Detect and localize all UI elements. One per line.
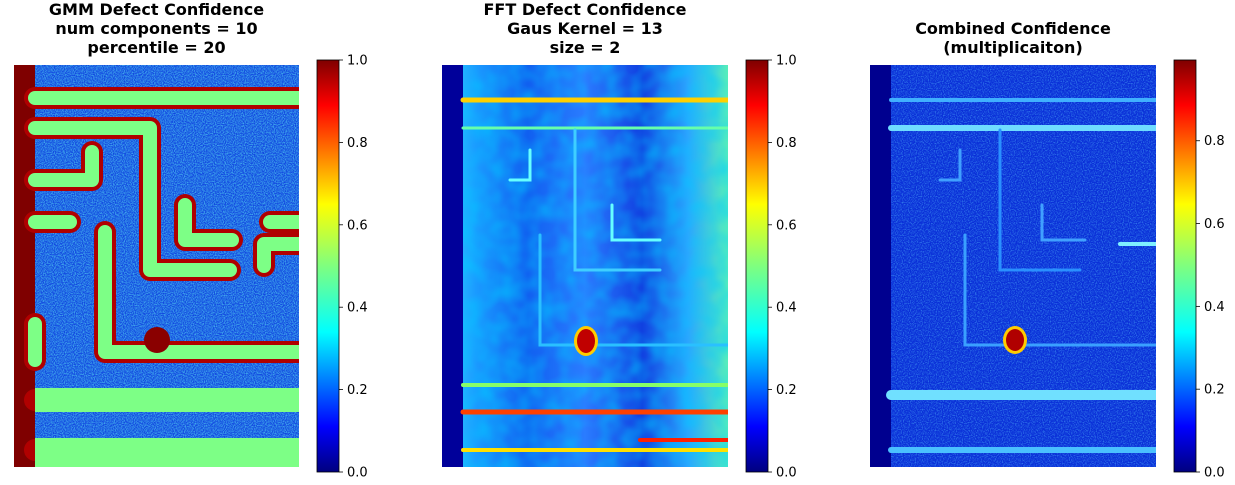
combined-title-line-2: (multiplicaiton) bbox=[943, 38, 1083, 57]
colorbar-tick-label: 0.0 bbox=[347, 466, 368, 481]
fft-noise bbox=[442, 65, 728, 467]
combined-title: Combined Confidence (multiplicaiton) bbox=[870, 19, 1156, 57]
fft-title-line-3: size = 2 bbox=[549, 38, 621, 57]
combined-title-line-1: Combined Confidence bbox=[915, 19, 1111, 38]
fft-colorbar: 0.0 0.2 0.4 0.6 0.8 1.0 bbox=[745, 54, 797, 481]
gmm-title: GMM Defect Confidence num components = 1… bbox=[14, 0, 299, 57]
colorbar-tick-label: 0.8 bbox=[776, 136, 797, 151]
colorbar-tick-label: 0.6 bbox=[776, 218, 797, 233]
fft-title-line-2: Gaus Kernel = 13 bbox=[507, 19, 663, 38]
gmm-defect bbox=[144, 327, 170, 353]
gmm-title-line-2: num components = 10 bbox=[55, 19, 258, 38]
colorbar-tick-label: 0.0 bbox=[776, 466, 797, 481]
colorbar-tick-label: 0.8 bbox=[1204, 134, 1225, 149]
colorbar-tick-label: 0.2 bbox=[347, 383, 368, 398]
colorbar-tick-label: 0.2 bbox=[1204, 383, 1225, 398]
colorbar-tick-label: 0.4 bbox=[1204, 300, 1225, 315]
colorbar-tick-label: 0.6 bbox=[1204, 217, 1225, 232]
colorbar-tick-label: 0.4 bbox=[776, 301, 797, 316]
combined-left-band bbox=[870, 65, 891, 467]
colorbar-tick-label: 1.0 bbox=[347, 54, 368, 69]
colorbar-tick-label: 0.4 bbox=[347, 301, 368, 316]
gmm-title-line-1: GMM Defect Confidence bbox=[48, 0, 265, 19]
gmm-colorbar: 0.0 0.2 0.4 0.6 0.8 1.0 bbox=[316, 54, 368, 481]
colorbar-tick-label: 0.2 bbox=[776, 383, 797, 398]
colorbar-tick-label: 1.0 bbox=[776, 54, 797, 69]
fft-traces bbox=[460, 97, 728, 452]
gmm-traces bbox=[24, 87, 299, 467]
combined-colorbar: 0.0 0.2 0.4 0.6 0.8 bbox=[1173, 59, 1225, 481]
gmm-title-line-3: percentile = 20 bbox=[87, 38, 226, 57]
fft-left-band bbox=[442, 65, 463, 467]
colorbar-tick-label: 0.8 bbox=[347, 136, 368, 151]
combined-traces bbox=[886, 98, 1156, 453]
fft-title-line-1: FFT Defect Confidence bbox=[483, 0, 687, 19]
colorbar-tick-label: 0.6 bbox=[347, 218, 368, 233]
fft-title: FFT Defect Confidence Gaus Kernel = 13 s… bbox=[442, 0, 728, 57]
colorbar-tick-label: 0.0 bbox=[1204, 466, 1225, 481]
